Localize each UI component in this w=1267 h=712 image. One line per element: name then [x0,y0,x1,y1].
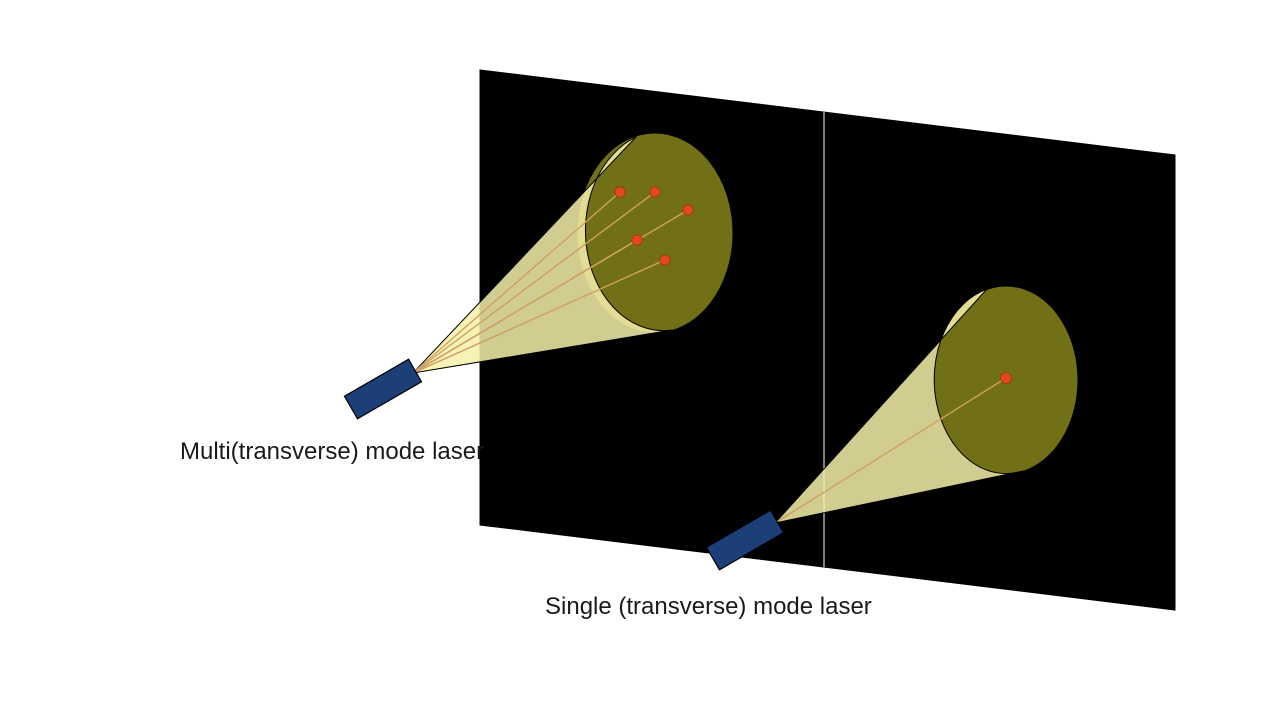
multi-mode-emitter [344,359,421,419]
multi-mode-spot-dot [660,255,670,265]
multi-mode-spot-dot [650,187,660,197]
diagram-root: Multi(transverse) mode laser Single (tra… [0,0,1267,712]
multi-mode-spot-dot [683,205,693,215]
multi-mode-label: Multi(transverse) mode laser [180,438,484,466]
single-mode-spot-dot [1001,373,1012,384]
multi-mode-spot-dot [632,235,642,245]
single-mode-label: Single (transverse) mode laser [545,593,872,621]
multi-mode-spot-dot [615,187,625,197]
